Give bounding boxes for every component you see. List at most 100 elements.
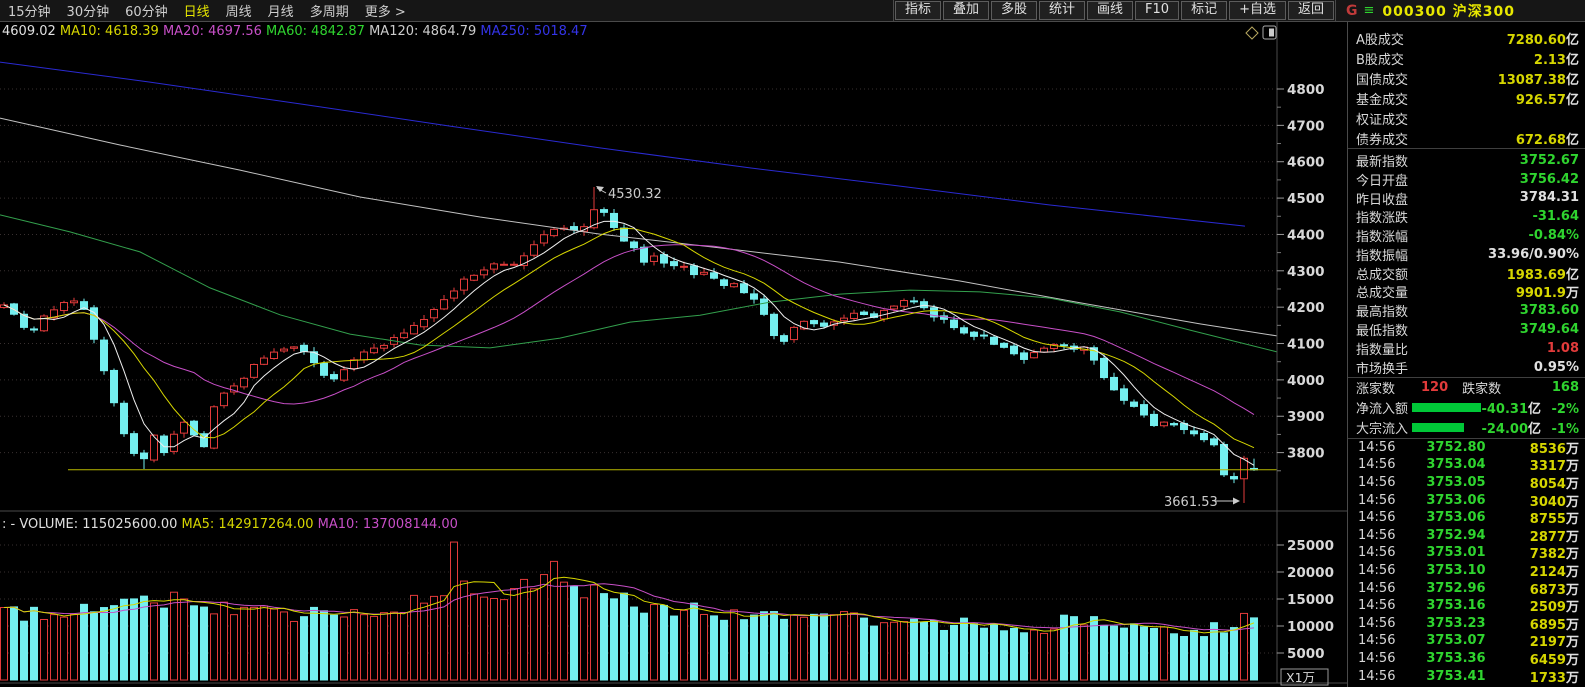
stat-value: -31.64	[1532, 209, 1579, 224]
tick-vol-unit: 万	[1565, 652, 1579, 668]
stat-label: 最高指数	[1356, 305, 1409, 321]
stat-number: 3784.31	[1519, 190, 1579, 206]
tick-time: 14:56	[1358, 475, 1396, 491]
tick-vol-number: 8536	[1529, 441, 1566, 457]
tick-list[interactable]: 14:56 3752.80 8536万 14:56 3753.04 3317万 14:56 3…	[1348, 439, 1585, 686]
svg-text:4600: 4600	[1287, 155, 1325, 171]
tick-price: 3752.96	[1426, 580, 1486, 596]
flow-unit: 亿	[1527, 402, 1541, 418]
market-turnover-section: A股成交 7280.60亿 B股成交 2.13亿 国债成交 13087.38亿 基金成交 92…	[1348, 22, 1585, 149]
flow-number: -24.00	[1481, 422, 1528, 438]
svg-text:4700: 4700	[1287, 118, 1325, 134]
svg-text:3661.53: 3661.53	[1164, 495, 1218, 510]
volume-values-row: : - VOLUME: 115025600.00 MA5: 142917264.…	[2, 517, 458, 532]
index-stats-section: 最新指数 3752.67 今日开盘 3756.42 昨日收盘 3784.31 指数涨跌 -31…	[1348, 149, 1585, 378]
stat-label: 指数量比	[1356, 342, 1409, 358]
flow-value: -40.31亿 -2%	[1481, 398, 1579, 417]
stat-row: 总成交量 9901.9万	[1348, 283, 1585, 301]
tick-vol-unit: 万	[1565, 547, 1579, 563]
tick-price: 3753.16	[1426, 598, 1486, 614]
candles	[0, 187, 1258, 503]
period-tab-更多 >[interactable]: 更多 >	[364, 5, 406, 20]
tick-time: 14:56	[1358, 598, 1396, 614]
period-tab-30分钟[interactable]: 30分钟	[66, 5, 110, 20]
flow-number: -40.31	[1481, 402, 1528, 418]
tool-button-+自选[interactable]: +自选	[1229, 1, 1286, 20]
stat-number: 926.57	[1515, 92, 1566, 108]
period-tab-15分钟[interactable]: 15分钟	[8, 5, 51, 20]
period-tab-月线[interactable]: 月线	[267, 5, 294, 20]
tick-time: 14:56	[1358, 563, 1396, 579]
tool-button-统计[interactable]: 统计	[1039, 1, 1086, 20]
tick-vol: 3040万	[1530, 491, 1579, 510]
tick-vol-number: 3040	[1529, 494, 1566, 510]
stat-row: 最新指数 3752.67	[1348, 151, 1585, 170]
stat-label: 指数涨幅	[1356, 230, 1409, 246]
tick-row: 14:56 3753.05 8054万	[1348, 474, 1585, 492]
stat-value: 3749.64	[1520, 322, 1579, 337]
tick-vol-unit: 万	[1565, 635, 1579, 651]
tool-button-画线[interactable]: 画线	[1087, 1, 1134, 20]
tick-row: 14:56 3753.04 3317万	[1348, 456, 1585, 474]
stat-row: 国债成交 13087.38亿	[1348, 68, 1585, 88]
period-tab-周线[interactable]: 周线	[225, 5, 252, 20]
tick-vol: 6873万	[1530, 579, 1579, 598]
svg-text:15000: 15000	[1287, 592, 1334, 608]
tick-vol: 8054万	[1530, 473, 1579, 492]
stat-label: 昨日收盘	[1356, 192, 1409, 208]
tick-price: 3753.06	[1426, 492, 1486, 508]
chart-svg[interactable]: 4530.32 3661.53 4609.02 MA10: 4618.39 MA20…	[0, 22, 1347, 687]
down-count-label: 跌家数	[1462, 382, 1502, 398]
diamond-icon[interactable]	[1245, 26, 1259, 40]
tick-price: 3753.05	[1426, 475, 1486, 491]
tick-vol-number: 8755	[1529, 512, 1566, 528]
period-tab-60分钟[interactable]: 60分钟	[125, 5, 168, 20]
stat-number: 1983.69	[1506, 267, 1566, 283]
panel-toggle-icon[interactable]	[1262, 25, 1277, 40]
tool-button-叠加[interactable]: 叠加	[942, 1, 989, 20]
tick-vol-number: 2197	[1529, 635, 1566, 651]
stat-row: 最低指数 3749.64	[1348, 320, 1585, 339]
tool-buttons: 指标 叠加 多股 统计 画线 F10 标记 +自选 返回	[892, 0, 1335, 22]
tool-button-F10[interactable]: F10	[1135, 1, 1180, 20]
stat-row: 指数涨跌 -31.64	[1348, 207, 1585, 226]
down-count: 168	[1551, 380, 1579, 396]
tick-row: 14:56 3753.36 6459万	[1348, 650, 1585, 668]
volume-ma-lines	[3, 576, 1255, 634]
tick-row: 14:56 3752.80 8536万	[1348, 439, 1585, 457]
tick-price: 3753.01	[1426, 545, 1486, 561]
tick-price: 3753.10	[1426, 563, 1486, 579]
tick-price: 3753.04	[1426, 457, 1486, 473]
tick-vol: 1733万	[1530, 667, 1579, 686]
tick-price: 3753.06	[1426, 510, 1486, 526]
tick-price: 3753.23	[1426, 615, 1486, 631]
tick-vol-number: 8054	[1529, 477, 1566, 493]
period-tab-日线[interactable]: 日线	[183, 5, 210, 20]
tick-vol: 3317万	[1530, 455, 1579, 474]
stat-unit: 亿	[1565, 52, 1579, 68]
tick-vol: 6459万	[1530, 649, 1579, 668]
candlestick-chart[interactable]: 4530.32 3661.53 4609.02 MA10: 4618.39 MA20…	[0, 22, 1347, 687]
tick-vol: 8755万	[1530, 508, 1579, 527]
svg-text:X1万: X1万	[1286, 670, 1315, 685]
symbol-title[interactable]: G ≡ 000300 沪深300	[1335, 0, 1585, 22]
period-tab-多周期[interactable]: 多周期	[309, 5, 349, 20]
stat-row: 今日开盘 3756.42	[1348, 170, 1585, 189]
stat-row: 总成交额 1983.69亿	[1348, 264, 1585, 283]
tool-button-标记[interactable]: 标记	[1181, 1, 1228, 20]
tick-time: 14:56	[1358, 457, 1396, 473]
ma-lines	[0, 61, 1278, 466]
flow-label: 大宗流入	[1356, 422, 1409, 438]
stat-row: B股成交 2.13亿	[1348, 48, 1585, 68]
tick-vol-unit: 万	[1565, 441, 1579, 457]
svg-text:4300: 4300	[1287, 264, 1325, 280]
tool-button-返回[interactable]: 返回	[1287, 1, 1334, 20]
stat-number: 2.13	[1533, 52, 1566, 68]
tool-button-多股[interactable]: 多股	[990, 1, 1037, 20]
menu-icon[interactable]: ≡	[1363, 3, 1375, 18]
stat-number: 672.68	[1515, 132, 1566, 148]
tick-vol-number: 1733	[1529, 670, 1566, 686]
tool-button-指标[interactable]: 指标	[894, 1, 941, 20]
stat-label: 权证成交	[1356, 112, 1409, 128]
